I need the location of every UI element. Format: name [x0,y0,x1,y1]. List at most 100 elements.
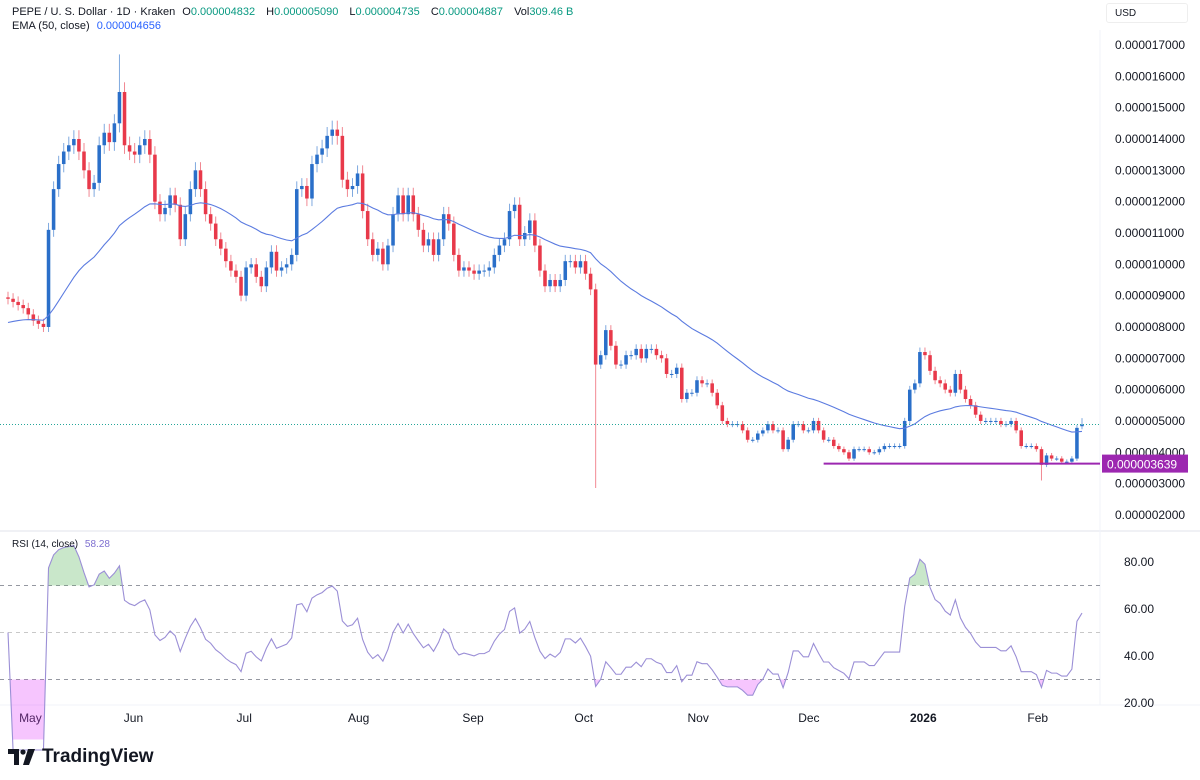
candle-up [983,420,988,422]
candle-up [391,214,395,246]
candle-up [811,420,816,431]
rsi-label[interactable]: RSI (14, close) [12,539,79,550]
candle-down [720,405,725,421]
candle-up [376,248,380,255]
candle-down [831,439,836,447]
candle-down [973,405,978,415]
candle-up [92,182,96,190]
candle-down [234,270,238,277]
candle-down [173,195,177,205]
candle-down [213,223,218,240]
candle-down [259,276,264,287]
candle-up [502,239,507,246]
candle-up [1009,420,1013,425]
rsi-legend: RSI (14, close) 58.28 [12,539,114,550]
price-tick-label: 0.000015000 [1115,101,1185,115]
candle-down [446,214,451,224]
symbol-title[interactable]: PEPE / U. S. Dollar · 1D · Kraken [12,6,176,18]
candle-down [543,270,547,287]
candle-down [107,132,112,143]
candle-up [902,420,907,447]
candle-up [548,279,552,287]
candle-down [837,446,841,450]
currency-button[interactable]: USD [1106,3,1188,23]
ema-legend: EMA (50, close) 0.000004656 [12,20,165,32]
candle-up [862,449,866,451]
candle-down [740,424,745,431]
candle-up [528,220,532,233]
candle-down [467,267,471,271]
candle-up [51,189,56,230]
close-label: C [430,6,439,18]
candle-up [649,348,654,350]
candle-up [872,452,877,454]
candle-up [183,214,188,240]
candle-down [517,204,522,240]
candle-down [365,211,370,240]
candle-up [441,214,446,240]
high-value: 0.000005090 [274,6,339,18]
candle-down [224,248,228,262]
candle-up [1065,461,1069,463]
candle-up [761,430,765,434]
time-tick-label: Aug [348,711,369,725]
candle-up [300,185,304,190]
time-tick-label: Sep [462,711,484,725]
candle-up [989,420,993,422]
candle-up [294,189,299,255]
candle-up [1070,458,1074,462]
candle-down [381,248,385,265]
price-tick-label: 0.000012000 [1115,195,1185,209]
candle-down [208,214,213,224]
candle-up [695,380,699,393]
candle-up [320,148,324,155]
candle-up [776,430,780,432]
price-tick-label: 0.000008000 [1115,320,1185,334]
candle-down [132,151,137,155]
candle-up [497,245,502,255]
candle-down [533,220,537,246]
tradingview-logo-icon [8,749,35,765]
candle-up [1054,458,1059,460]
candle-down [745,430,750,440]
candle-down [614,345,618,365]
candle-down [538,245,542,271]
candle-down [11,298,15,302]
candle-down [801,424,806,431]
candle-up [563,261,568,280]
candle-up [1080,424,1084,427]
candle-down [958,373,963,390]
candle-down [36,320,41,324]
brand-name: TradingView [42,746,154,767]
candle-down [153,154,157,202]
candle-up [492,254,497,268]
candle-up [112,123,117,143]
symbol-legend: PEPE / U. S. Dollar · 1D · Kraken O0.000… [12,6,581,18]
candle-up [791,424,796,440]
candle-up [578,261,583,268]
candle-up [994,420,998,422]
candle-down [588,273,593,290]
candle-up [406,195,410,215]
candle-down [148,138,152,155]
candle-up [1004,424,1008,426]
candle-down [127,145,132,152]
high-label: H [266,6,275,18]
candle-down [1014,420,1018,431]
candle-up [56,164,61,190]
candle-down [335,129,340,136]
candle-up [163,207,167,215]
candle-down [639,348,644,359]
candle-down [122,91,127,146]
candle-up [756,433,760,440]
candle-up [264,267,269,287]
candle-down [725,420,730,425]
tradingview-logo[interactable]: TradingView [8,746,154,768]
ema-label[interactable]: EMA (50, close) [12,20,90,32]
close-value: 0.000004887 [438,6,503,18]
candle-down [229,261,233,271]
candle-down [401,195,405,215]
candle-down [6,297,10,299]
candle-down [26,308,31,315]
